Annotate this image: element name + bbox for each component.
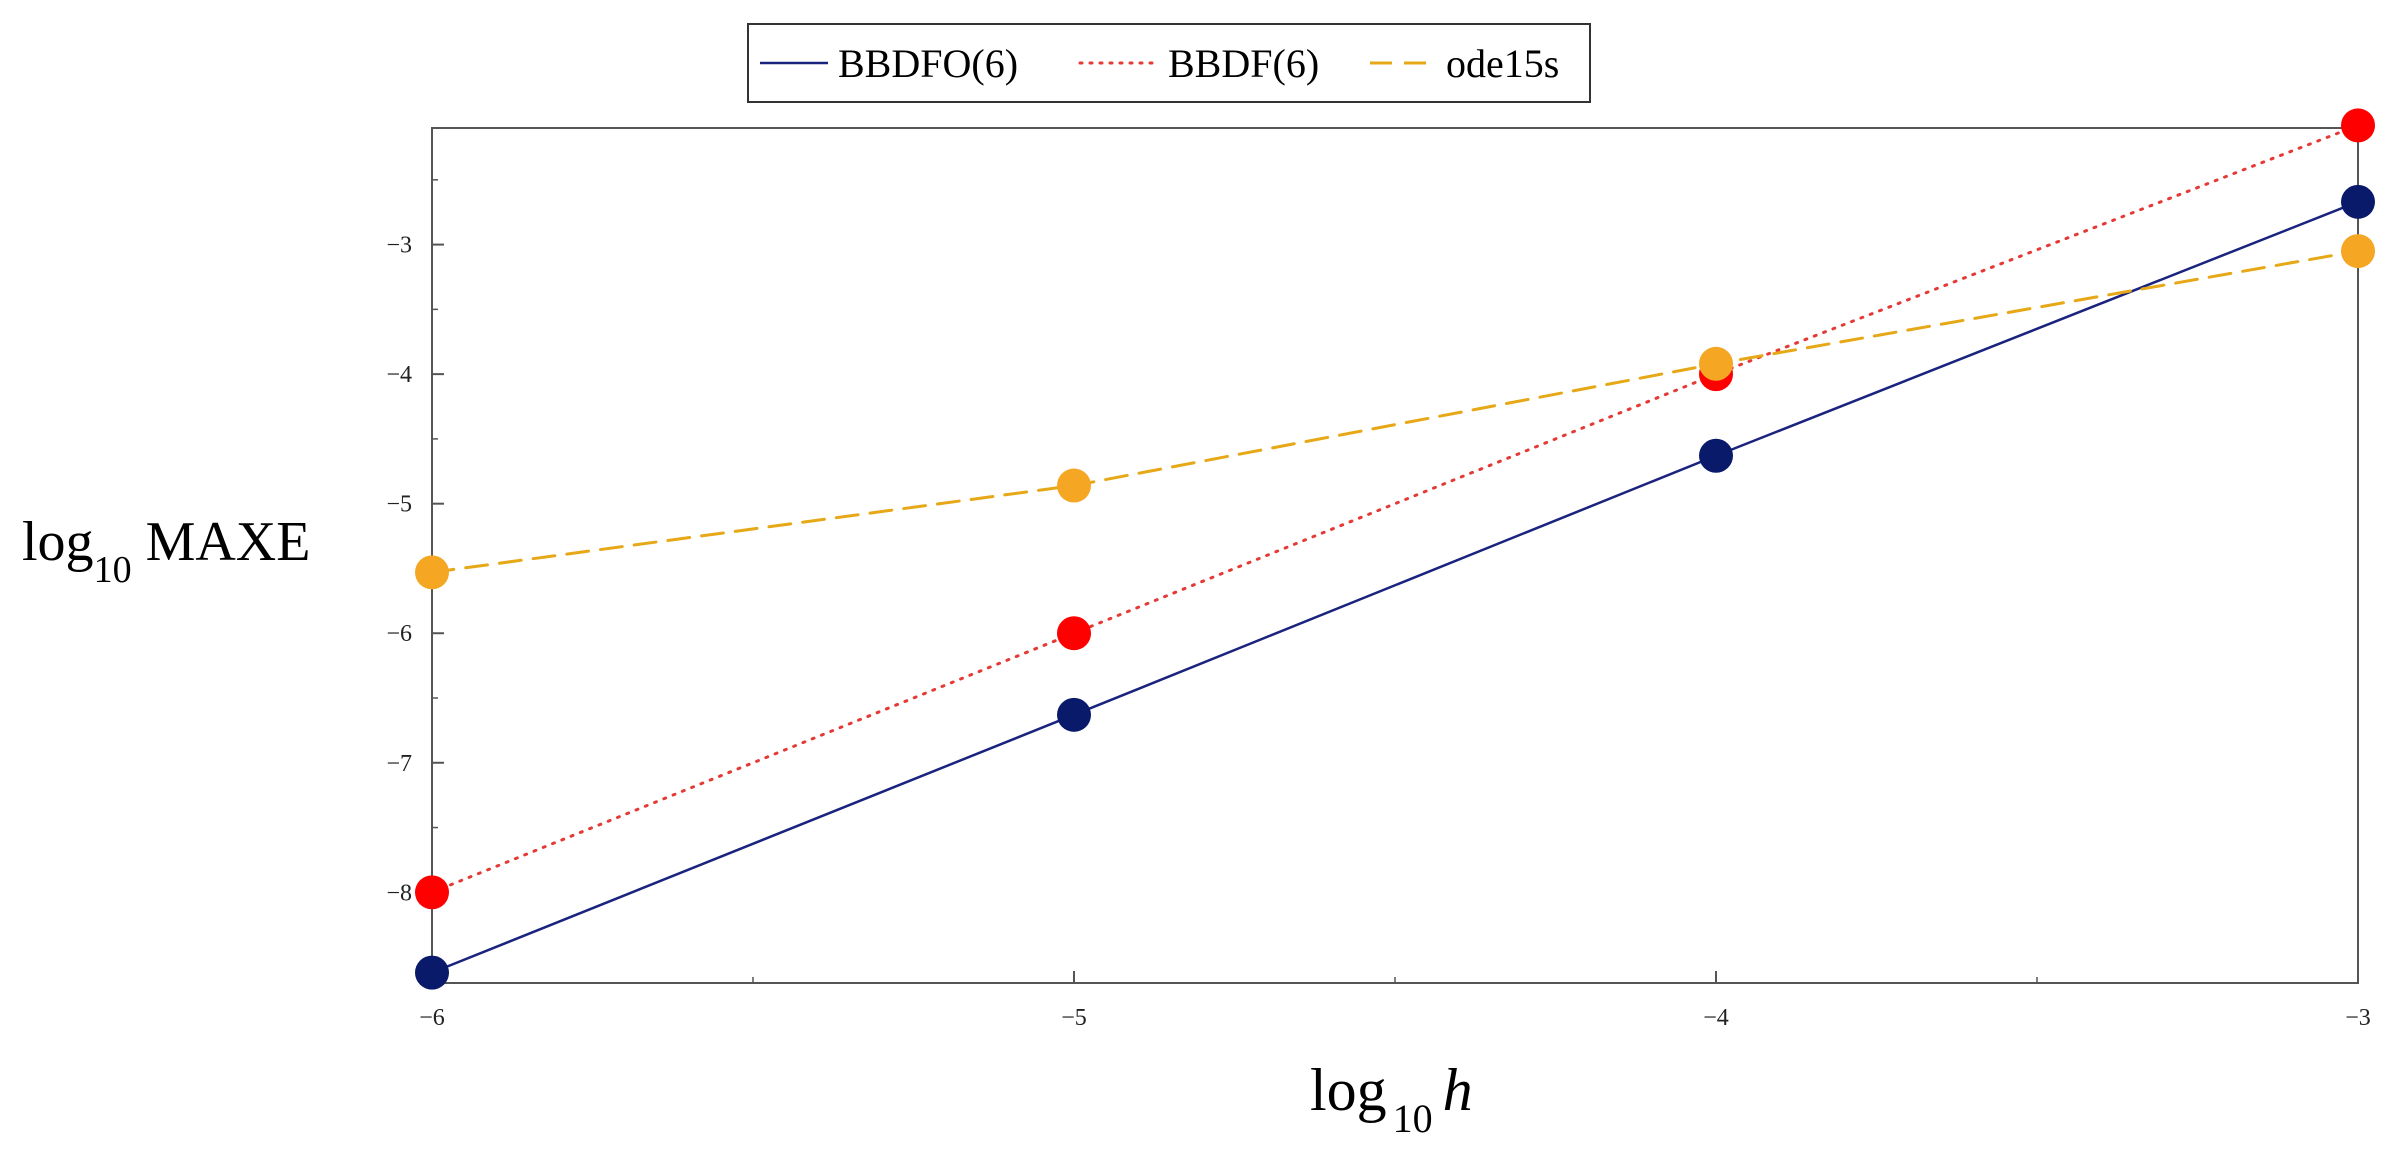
series-layer [415,108,2375,990]
x-axis-label-base: log [1310,1057,1387,1123]
y-axis-label-base: log [22,511,94,573]
plot-area-frame [431,127,2359,984]
data-point-bbdf6 [1057,616,1091,651]
data-point-ode15s [2341,234,2375,269]
data-point-bbdfo6 [415,955,449,990]
x-axis-label-var: h [1443,1057,1473,1123]
legend-label-bbdfo6: BBDFO(6) [838,41,1018,86]
y-axis-label-var: MAXE [146,511,311,573]
data-point-bbdf6 [415,875,449,910]
y-tick-label: −8 [386,880,412,906]
y-tick-label: −3 [386,233,412,259]
data-point-ode15s [415,555,449,590]
series-line-bbdfo6 [430,200,2360,974]
y-tick-label: −4 [386,362,412,388]
x-axis-ticks: −6 −5 −4 −3 [419,971,2371,1031]
x-axis-label: log 10 h [1310,1057,1473,1141]
legend-box [747,23,1591,103]
series-line-bbdf6 [430,123,2360,894]
legend-label-ode15s: ode15s [1446,41,1559,86]
x-tick-label: −6 [419,1005,445,1031]
y-tick-label: −5 [386,492,412,518]
y-axis-label: log10 MAXE [22,511,310,591]
data-point-bbdf6 [2341,108,2375,143]
y-tick-label: −6 [386,621,412,647]
legend-label-bbdf6: BBDF(6) [1168,41,1319,86]
data-point-bbdfo6 [2341,184,2375,219]
series-line-ode15s [430,249,2360,574]
x-tick-label: −4 [1703,1005,1729,1031]
x-axis-label-sub: 10 [1393,1096,1433,1141]
data-point-bbdfo6 [1057,697,1091,732]
y-tick-label: −7 [386,751,412,777]
data-point-bbdfo6 [1699,438,1733,473]
y-axis-label-sub: 10 [94,549,132,591]
x-tick-label: −5 [1061,1005,1087,1031]
data-point-ode15s [1057,468,1091,503]
data-point-ode15s [1699,346,1733,381]
x-tick-label: −3 [2345,1005,2371,1031]
legend: BBDFO(6) BBDF(6) ode15s [747,23,1591,103]
y-axis-ticks: −8 −7 −6 −5 −4 −3 [386,179,444,958]
